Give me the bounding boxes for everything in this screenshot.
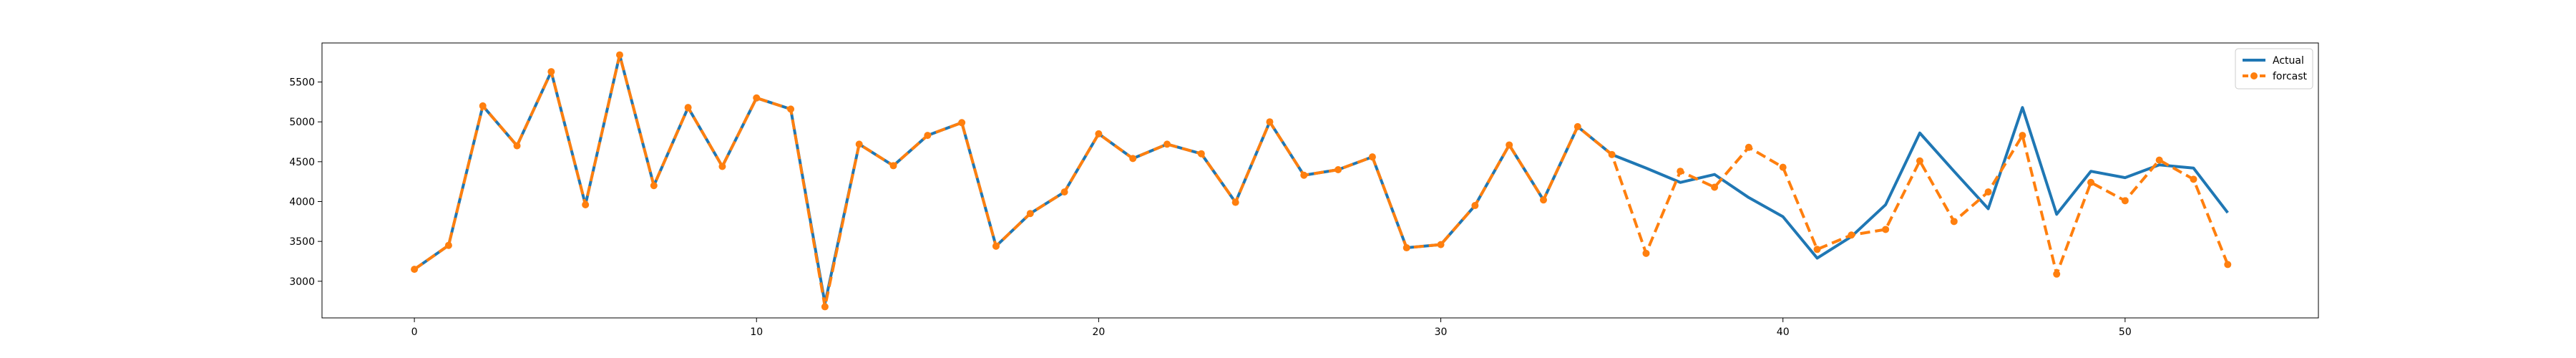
x-tick-label: 20 (1092, 326, 1105, 338)
data-point-forcast (1335, 165, 1342, 173)
x-tick-label: 30 (1435, 326, 1448, 338)
data-point-forcast (684, 104, 692, 112)
data-point-forcast (2190, 175, 2197, 183)
y-tick-label: 4000 (289, 196, 315, 208)
plot-area (322, 43, 2318, 318)
data-point-forcast (1129, 155, 1137, 163)
data-point-forcast (2053, 270, 2061, 278)
legend-label-actual: Actual (2273, 55, 2304, 67)
data-point-forcast (1095, 130, 1103, 137)
y-tick-label: 3500 (289, 236, 315, 248)
data-point-forcast (2019, 132, 2026, 140)
data-point-forcast (2087, 178, 2095, 186)
data-point-forcast (1711, 183, 1719, 191)
data-point-forcast (718, 163, 726, 170)
data-point-forcast (1984, 188, 1992, 196)
data-point-forcast (1745, 143, 1752, 151)
legend-label-forcast: forcast (2273, 71, 2308, 82)
data-point-forcast (615, 51, 623, 59)
data-layer (411, 51, 2232, 311)
data-point-forcast (1574, 122, 1581, 130)
data-point-forcast (1916, 157, 1923, 165)
data-point-forcast (1539, 196, 1547, 204)
data-point-forcast (1506, 141, 1513, 149)
data-point-forcast (650, 182, 658, 190)
data-point-forcast (1266, 118, 1274, 126)
data-point-forcast (411, 266, 419, 274)
data-point-forcast (855, 140, 863, 148)
data-point-forcast (1950, 218, 1958, 226)
plot-frame (321, 42, 2319, 319)
data-point-forcast (889, 162, 897, 170)
y-tick-label: 3000 (289, 276, 315, 288)
data-point-forcast (924, 132, 932, 140)
x-axis: 0 10 20 30 40 50 (411, 318, 2132, 338)
data-point-forcast (444, 241, 452, 249)
y-tick-label: 5500 (289, 77, 315, 89)
data-point-forcast (1779, 163, 1787, 171)
x-tick-label: 50 (2119, 326, 2132, 338)
data-point-forcast (1163, 140, 1171, 148)
data-point-forcast (821, 303, 829, 311)
data-point-forcast (2121, 197, 2129, 205)
series-line-forcast (413, 53, 2230, 309)
data-point-forcast (1060, 188, 1068, 196)
data-point-forcast (479, 102, 487, 110)
legend: Actual forcast (2235, 48, 2313, 90)
y-tick-label: 5000 (289, 117, 315, 128)
data-point-forcast (547, 68, 555, 76)
data-point-forcast (1642, 249, 1650, 257)
y-tick-label: 4500 (289, 157, 315, 168)
data-point-forcast (1231, 198, 1239, 206)
data-point-forcast (1300, 171, 1308, 179)
data-point-forcast (1471, 202, 1479, 210)
data-point-forcast (1402, 244, 1410, 252)
legend-marker-forcast (2250, 72, 2258, 79)
data-point-forcast (2224, 261, 2232, 268)
data-point-forcast (753, 94, 761, 102)
data-point-forcast (992, 242, 1000, 250)
y-axis: 3000 3500 4000 4500 5000 5500 (289, 77, 322, 288)
x-tick-label: 0 (411, 326, 418, 338)
data-point-forcast (582, 200, 590, 208)
data-point-forcast (513, 142, 521, 150)
data-point-forcast (787, 105, 795, 113)
data-point-forcast (1026, 210, 1034, 218)
data-point-forcast (1437, 241, 1445, 248)
data-point-forcast (1608, 150, 1616, 158)
x-tick-label: 40 (1777, 326, 1790, 338)
data-point-forcast (1813, 246, 1821, 253)
data-point-forcast (1197, 150, 1205, 158)
data-point-forcast (1677, 168, 1684, 175)
data-point-forcast (1848, 231, 1855, 239)
data-point-forcast (1368, 153, 1376, 161)
data-point-forcast (1882, 226, 1890, 233)
data-point-forcast (958, 119, 966, 127)
data-point-forcast (2155, 156, 2163, 164)
x-tick-label: 10 (750, 326, 763, 338)
